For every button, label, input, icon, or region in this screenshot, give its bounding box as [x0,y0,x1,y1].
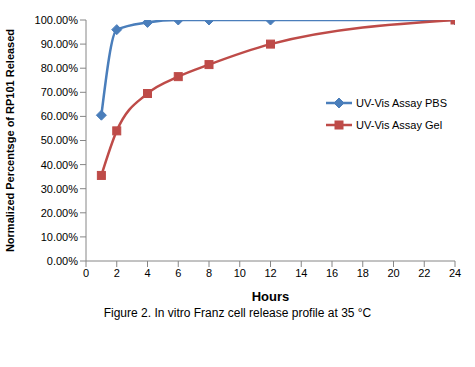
svg-text:Hours: Hours [252,289,290,304]
svg-text:0.00%: 0.00% [47,255,78,267]
svg-text:30.00%: 30.00% [41,183,79,195]
svg-text:90.00%: 90.00% [41,38,79,50]
svg-text:60.00%: 60.00% [41,110,79,122]
html-text:Figure 2. In vitro Franz cell: Figure 2. In vitro Franz cell release pr… [103,306,372,320]
svg-text:20.00%: 20.00% [41,207,79,219]
svg-text:14: 14 [295,267,307,279]
svg-text:8: 8 [206,267,212,279]
svg-text:20: 20 [387,267,399,279]
svg-text:4: 4 [144,267,150,279]
svg-text:50.00%: 50.00% [41,134,79,146]
html-text:UV-Vis Assay Gel: UV-Vis Assay Gel [356,119,443,131]
svg-text:100.00%: 100.00% [35,14,79,26]
svg-text:16: 16 [326,267,338,279]
svg-text:Normalized Percentsge of RP101: Normalized Percentsge of RP101 Released [8,29,16,252]
svg-text:22: 22 [418,267,430,279]
svg-text:18: 18 [357,267,369,279]
svg-text:2: 2 [114,267,120,279]
svg-text:10: 10 [234,267,246,279]
svg-text:40.00%: 40.00% [41,159,79,171]
svg-text:0: 0 [83,267,89,279]
svg-text:24: 24 [449,267,461,279]
svg-text:70.00%: 70.00% [41,86,79,98]
svg-text:80.00%: 80.00% [41,62,79,74]
svg-text:10.00%: 10.00% [41,231,79,243]
svg-text:6: 6 [175,267,181,279]
html-text:UV-Vis Assay PBS: UV-Vis Assay PBS [356,97,447,109]
svg-text:12: 12 [264,267,276,279]
